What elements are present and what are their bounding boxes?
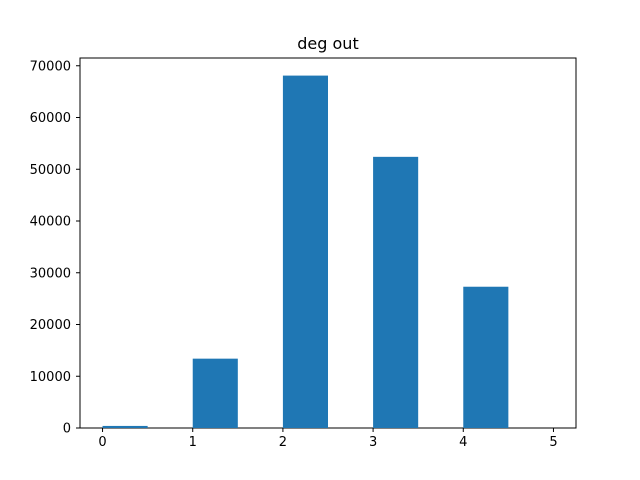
- bar-1: [192, 358, 238, 428]
- y-tick-label: 10000: [30, 370, 71, 385]
- bar-2: [282, 75, 328, 428]
- x-axis: 0 1 2 3 4 5: [98, 428, 558, 450]
- y-axis: 0 10000 20000 30000 40000 50000 60000 70000: [30, 59, 80, 437]
- y-tick-label: 60000: [30, 111, 71, 126]
- x-tick-label: 3: [369, 435, 377, 450]
- bar-3: [373, 156, 419, 428]
- x-tick-label: 0: [98, 435, 106, 450]
- y-tick-label: 40000: [30, 215, 71, 230]
- x-tick-label: 2: [279, 435, 287, 450]
- y-tick-label: 30000: [30, 266, 71, 281]
- bar-0: [102, 425, 148, 428]
- x-tick-label: 4: [459, 435, 467, 450]
- y-tick-label: 50000: [30, 163, 71, 178]
- bars-group: [102, 75, 509, 428]
- y-tick-label: 70000: [30, 59, 71, 74]
- bar-4: [463, 286, 509, 428]
- x-tick-label: 1: [189, 435, 197, 450]
- y-tick-label: 0: [63, 422, 71, 437]
- x-tick-label: 5: [549, 435, 557, 450]
- y-tick-label: 20000: [30, 318, 71, 333]
- chart-title: deg out: [297, 34, 358, 53]
